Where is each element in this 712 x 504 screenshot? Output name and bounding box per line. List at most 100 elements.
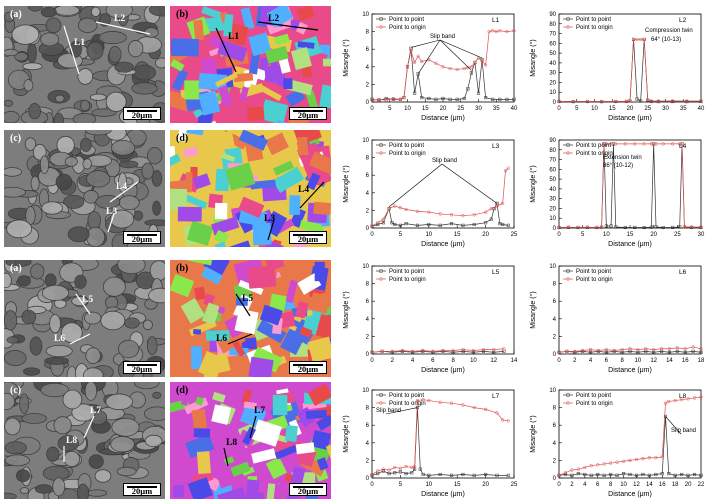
line-label: L7: [254, 406, 266, 416]
data-point: [557, 225, 561, 230]
x-tick-label: 5: [388, 106, 392, 112]
line-label: L5: [82, 295, 94, 305]
data-point: [635, 37, 639, 42]
y-tick-label: 40: [549, 61, 556, 67]
y-tick-label: 6: [366, 173, 370, 179]
data-point: [678, 142, 682, 146]
data-point: [506, 473, 510, 477]
legend-label: Point to origin: [389, 25, 426, 31]
annotation-arrow: [410, 39, 441, 48]
misangle-chart-l5: 0 2 4 6 8 10 12 14 0 2 4 6 8 10 Distance (μm) Misangle …: [342, 264, 518, 374]
legend-label: Point to point: [576, 393, 611, 399]
x-tick-label: 5: [399, 232, 403, 238]
scale-bar: 20μm: [289, 107, 327, 120]
data-point: [691, 345, 695, 349]
data-point: [415, 209, 420, 213]
data-point: [624, 99, 629, 104]
x-axis-label: Distance (μm): [421, 241, 465, 248]
annotation-text: Slip band: [671, 428, 696, 434]
data-point: [462, 96, 466, 101]
x-tick-label: 0: [370, 358, 374, 364]
data-point: [642, 37, 646, 42]
data-point: [461, 214, 465, 218]
y-tick-label: 6: [366, 299, 370, 305]
plot-frame: [558, 265, 702, 355]
data-point: [418, 467, 422, 471]
y-tick-label: 6: [553, 423, 557, 429]
data-point: [621, 459, 626, 463]
data-point: [503, 169, 508, 173]
x-axis-label: Distance (μm): [421, 491, 465, 498]
series-line: [558, 396, 702, 476]
data-point: [589, 473, 593, 477]
panel-label: (a): [10, 263, 22, 274]
y-axis-label: Misangle (°): [342, 291, 350, 328]
data-point: [391, 96, 395, 101]
data-point: [412, 60, 417, 65]
x-tick-label: 35: [493, 106, 500, 112]
plot-frame: [371, 265, 515, 355]
data-point: [682, 225, 687, 229]
data-point: [604, 347, 608, 352]
data-point: [660, 455, 664, 459]
ebsd-panel: (b) L5 L6 20μm: [170, 260, 331, 377]
data-point: [614, 225, 618, 229]
chart-title: L5: [492, 269, 500, 276]
data-point: [387, 468, 391, 472]
data-point: [469, 65, 474, 69]
misangle-chart-l1: 0 5 10 15 20 25 30 35 40 0 2 4 6 8 10 Distance (μm) Misa…: [342, 12, 518, 122]
data-point: [421, 348, 425, 353]
data-point: [667, 472, 671, 476]
data-point: [427, 96, 431, 101]
y-tick-label: 10: [549, 90, 556, 96]
data-point: [585, 99, 590, 104]
series-line: [371, 407, 509, 476]
data-point: [505, 97, 509, 101]
data-point: [441, 96, 445, 101]
data-point: [602, 142, 606, 146]
x-tick-label: 16: [659, 482, 666, 488]
annotation-arrow: [439, 39, 483, 59]
data-point: [654, 225, 658, 229]
data-point: [565, 349, 569, 354]
data-point: [583, 472, 587, 477]
data-point: [595, 225, 599, 229]
x-tick-label: 25: [511, 232, 518, 238]
x-tick-label: 6: [596, 482, 600, 488]
data-point: [612, 348, 616, 353]
y-tick-label: 8: [366, 30, 370, 36]
data-point: [498, 29, 502, 33]
annotation-arrow: [439, 39, 472, 71]
data-point: [416, 54, 420, 58]
data-point: [404, 207, 408, 212]
data-point: [642, 142, 646, 146]
data-point: [699, 99, 703, 103]
data-point: [370, 350, 374, 354]
data-point: [494, 29, 498, 34]
y-tick-label: 4: [366, 65, 370, 71]
data-point: [451, 348, 455, 353]
y-tick-label: 20: [549, 80, 556, 86]
x-tick-label: 15: [627, 232, 634, 238]
data-point: [670, 142, 675, 146]
data-point: [421, 472, 425, 477]
data-point: [393, 465, 397, 470]
data-point: [512, 97, 516, 101]
data-point: [491, 29, 495, 33]
legend-label: Point to point: [576, 143, 611, 149]
data-point: [673, 398, 677, 403]
data-point: [461, 403, 465, 407]
y-tick-label: 80: [549, 148, 556, 154]
y-tick-label: 4: [366, 441, 370, 447]
data-point: [461, 347, 465, 352]
data-point: [495, 204, 499, 208]
data-point: [557, 473, 561, 478]
x-tick-label: 15: [609, 106, 616, 112]
data-point: [410, 465, 414, 470]
legend-label: Point to origin: [389, 151, 426, 157]
legend-marker: [379, 25, 383, 29]
data-point: [466, 87, 470, 91]
annotation-text: Slip band: [430, 34, 455, 40]
data-point: [678, 225, 682, 229]
data-point: [469, 71, 473, 75]
